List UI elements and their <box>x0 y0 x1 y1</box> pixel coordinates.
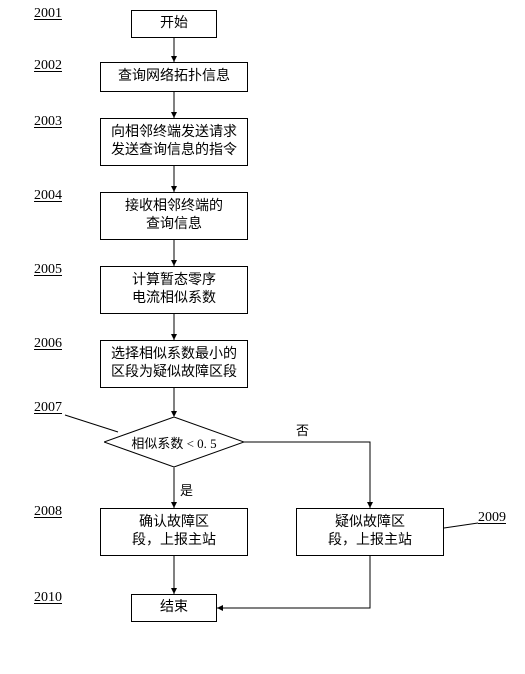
step-number: 2008 <box>34 504 62 520</box>
step-number: 2004 <box>34 188 62 204</box>
node-suspect-fault: 疑似故障区 段，上报主站 <box>296 508 444 556</box>
edge-label-no: 否 <box>296 420 309 439</box>
step-number: 2003 <box>34 114 62 130</box>
edge-label-yes: 是 <box>180 480 193 499</box>
node-receive-info: 接收相邻终端的 查询信息 <box>100 192 248 240</box>
step-number: 2002 <box>34 58 62 74</box>
step-number: 2009 <box>478 510 506 526</box>
flowchart-connectors <box>0 0 525 674</box>
node-label: 查询网络拓扑信息 <box>118 68 230 86</box>
node-query-topology: 查询网络拓扑信息 <box>100 62 248 92</box>
node-calc-coeff: 计算暂态零序 电流相似系数 <box>100 266 248 314</box>
node-select-min: 选择相似系数最小的 区段为疑似故障区段 <box>100 340 248 388</box>
step-number: 2001 <box>34 6 62 22</box>
node-label: 开始 <box>160 15 188 33</box>
node-label: 选择相似系数最小的 区段为疑似故障区段 <box>111 346 237 382</box>
node-confirm-fault: 确认故障区 段，上报主站 <box>100 508 248 556</box>
node-label: 结束 <box>160 599 188 617</box>
node-start: 开始 <box>131 10 217 38</box>
node-label: 疑似故障区 段，上报主站 <box>328 514 412 550</box>
node-send-request: 向相邻终端发送请求 发送查询信息的指令 <box>100 118 248 166</box>
node-label: 向相邻终端发送请求 发送查询信息的指令 <box>111 124 237 160</box>
node-decision: 相似系数 < 0. 5 <box>104 417 244 467</box>
step-number: 2010 <box>34 590 62 606</box>
step-number: 2007 <box>34 400 62 416</box>
step-number: 2005 <box>34 262 62 278</box>
node-label: 相似系数 < 0. 5 <box>131 433 216 452</box>
node-label: 计算暂态零序 电流相似系数 <box>132 272 216 308</box>
node-label: 接收相邻终端的 查询信息 <box>125 198 223 234</box>
step-number: 2006 <box>34 336 62 352</box>
node-end: 结束 <box>131 594 217 622</box>
node-label: 确认故障区 段，上报主站 <box>132 514 216 550</box>
